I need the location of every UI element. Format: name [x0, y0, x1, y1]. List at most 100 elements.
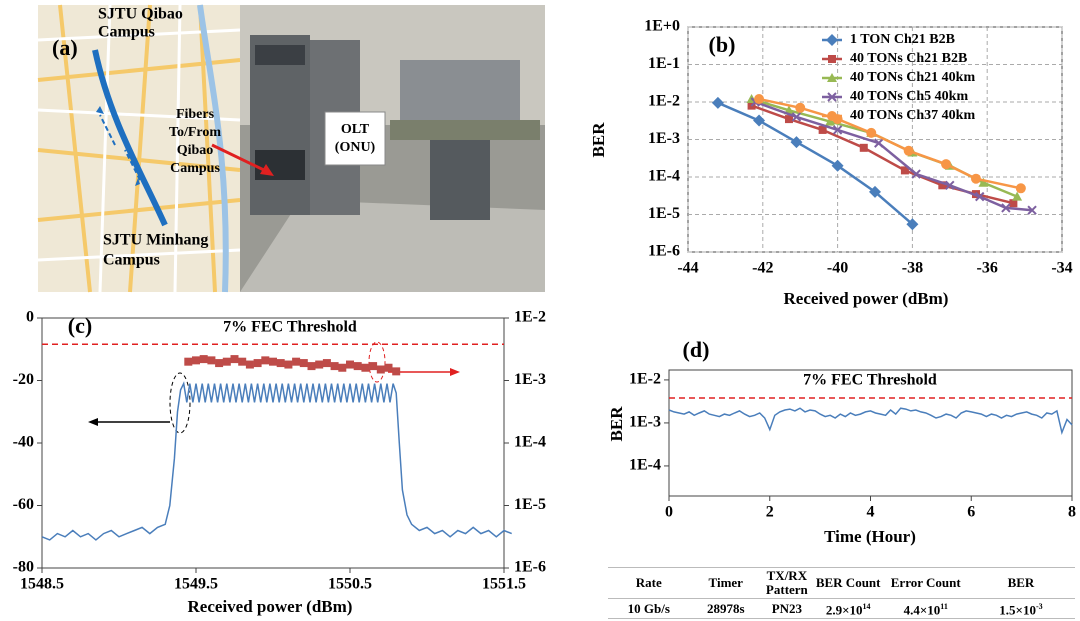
- marker: [376, 365, 385, 374]
- y-axis-label: BER: [607, 406, 626, 442]
- marker: [1027, 205, 1037, 215]
- table-cell: 28978s: [689, 598, 762, 620]
- marker: [361, 363, 370, 372]
- table-cell: 2.9×1014: [811, 598, 885, 620]
- photo-caption: SJTU Minhang: [103, 232, 208, 249]
- marker: [284, 360, 293, 369]
- marker: [384, 363, 393, 372]
- marker: [790, 136, 803, 149]
- photo-caption: OLT: [341, 122, 370, 137]
- panel-label: (b): [709, 32, 736, 57]
- marker: [353, 362, 362, 371]
- map: [37, 4, 241, 293]
- legend-label: 40 TONs Ch21 B2B: [850, 51, 967, 66]
- photo-caption: Campus: [103, 252, 160, 269]
- photo-caption: To/From: [169, 125, 221, 140]
- y-tick-label: 1E-2: [648, 93, 680, 110]
- lab-photo: [211, 5, 545, 292]
- y-tick-label: 1E-2: [629, 371, 661, 388]
- x-axis-label: Received power (dBm): [784, 289, 949, 308]
- marker: [975, 191, 985, 202]
- marker: [754, 94, 765, 105]
- legend-label: 40 TONs Ch37 40km: [850, 108, 975, 123]
- marker: [831, 159, 844, 172]
- x-tick-label: 1550.5: [328, 576, 372, 593]
- table-cell: PN23: [761, 598, 812, 620]
- marker: [215, 359, 224, 368]
- marker: [192, 356, 200, 365]
- marker: [392, 367, 401, 376]
- marker: [199, 355, 208, 364]
- panel-label: (d): [683, 337, 710, 362]
- exponent: 14: [862, 602, 871, 611]
- x-tick-label: -38: [902, 260, 923, 277]
- x-axis-label: Received power (dBm): [188, 597, 353, 616]
- marker: [869, 185, 881, 198]
- marker: [307, 362, 316, 371]
- table-header-cell: Error Count: [884, 567, 967, 599]
- y-tick-label: 1E-4: [648, 168, 680, 185]
- table-header: Rate Timer TX/RX Pattern BER Count Error Cou…: [608, 567, 1075, 599]
- marker: [222, 357, 231, 366]
- marker: [1001, 203, 1011, 213]
- x-tick-label: -42: [752, 260, 773, 277]
- series-line: [758, 97, 1022, 190]
- plot-frame: [668, 369, 1073, 497]
- x-tick-label: 2: [766, 504, 774, 521]
- x-tick-label: 4: [867, 504, 875, 521]
- marker: [276, 359, 285, 368]
- exponent: -3: [1035, 602, 1043, 611]
- y-tick-label: 1E-3: [629, 414, 661, 431]
- series-line: [668, 407, 1073, 436]
- photo-caption: (ONU): [335, 140, 376, 155]
- y-tick-label: -80: [13, 559, 34, 576]
- x-tick-label: -34: [1051, 260, 1072, 277]
- table-row: 10 Gb/s 28978s PN23 2.9×1014 4.4×1011 1.5×10-…: [608, 598, 1075, 620]
- exponent: 11: [940, 602, 948, 611]
- marker: [322, 359, 331, 368]
- marker: [827, 73, 837, 82]
- marker: [945, 180, 955, 191]
- marker: [261, 356, 270, 365]
- y2-tick-label: 1E-6: [514, 559, 546, 576]
- marker: [795, 102, 806, 113]
- y2-tick-label: 1E-2: [514, 309, 546, 326]
- photo-caption: Campus: [170, 161, 220, 176]
- marker: [1009, 199, 1018, 208]
- y-tick-label: -60: [13, 496, 34, 513]
- mantissa: 1.5×10: [999, 602, 1036, 618]
- marker: [828, 55, 836, 63]
- y-tick-label: 1E-6: [648, 243, 680, 260]
- table-header-cell: TX/RX Pattern: [761, 567, 812, 599]
- marker: [941, 159, 952, 170]
- table-header-cell: BER Count: [811, 567, 885, 599]
- series-line: [717, 101, 914, 226]
- table-cell: 4.4×1011: [884, 598, 967, 620]
- marker: [369, 362, 378, 371]
- marker: [292, 357, 301, 366]
- marker: [330, 362, 339, 371]
- marker: [315, 360, 324, 369]
- marker: [207, 356, 216, 365]
- marker: [978, 177, 989, 187]
- x-tick-label: -44: [677, 260, 698, 277]
- marker: [184, 357, 193, 366]
- y-tick-label: 1E+0: [644, 18, 680, 35]
- x-tick-label: 6: [967, 504, 975, 521]
- y-tick-label: 1E-1: [648, 55, 680, 72]
- marker: [338, 363, 347, 372]
- marker: [859, 143, 868, 152]
- marker: [970, 173, 981, 184]
- x-tick-label: -36: [977, 260, 998, 277]
- x-tick-label: 0: [665, 504, 673, 521]
- x-axis-label: Time (Hour): [824, 527, 916, 546]
- marker: [874, 138, 884, 148]
- marker: [900, 166, 909, 175]
- threshold-label: 7% FEC Threshold: [803, 372, 937, 389]
- series-line: [41, 381, 512, 541]
- table-header-cell: BER: [966, 567, 1075, 599]
- marker: [238, 357, 247, 366]
- marker: [911, 169, 921, 179]
